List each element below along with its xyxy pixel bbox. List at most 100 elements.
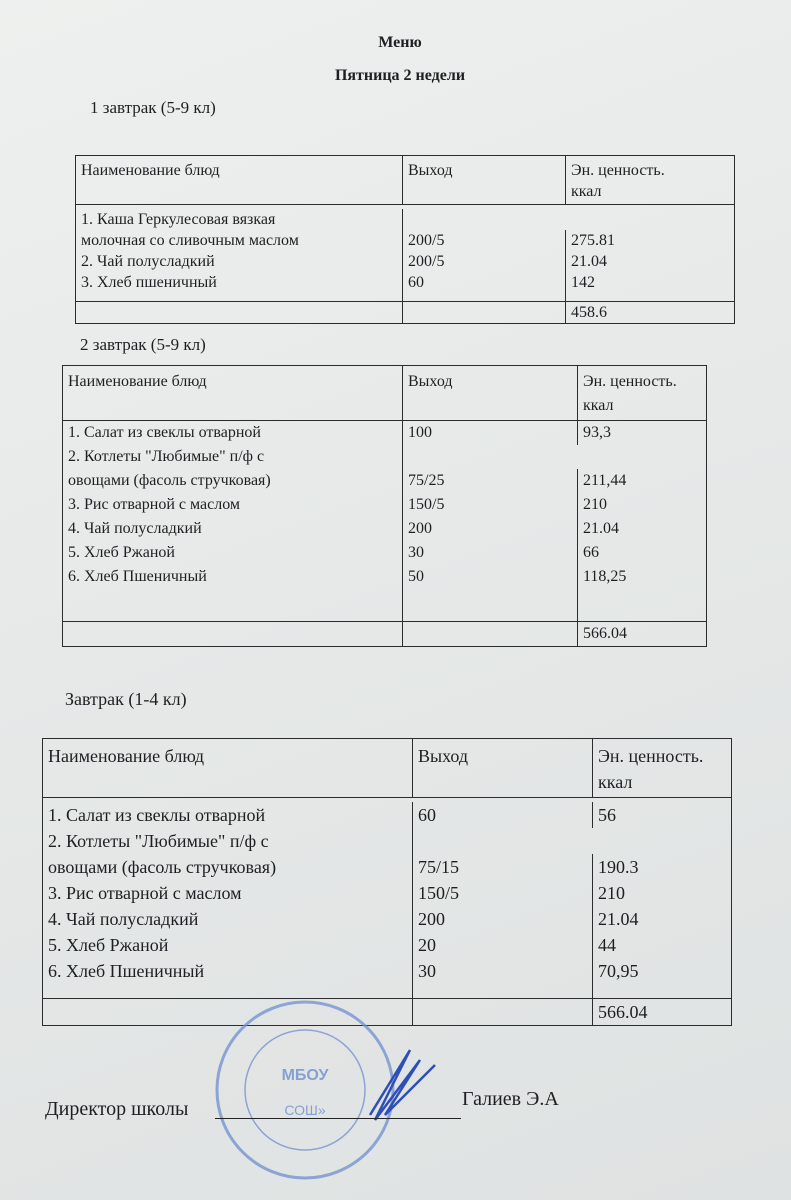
- dish-output: 60: [413, 802, 593, 828]
- table-row: 4. Чай полусладкий 200 21.04: [63, 517, 706, 541]
- dish-name: 3. Рис отварной с маслом: [63, 493, 403, 517]
- table-header: Наименование блюд Выход Эн. ценность. ккал: [76, 156, 734, 205]
- total-kcal: 566.04: [583, 625, 627, 642]
- dish-name: 1. Каша Геркулесовая вязкая молочная со …: [76, 209, 403, 251]
- table-body: 1. Салат из свеклы отварной 100 93,3 2. Кот…: [63, 421, 706, 621]
- dish-kcal: 118,25: [583, 568, 627, 585]
- table-header: Наименование блюд Выход Эн. ценность. ккал: [63, 366, 706, 421]
- dish-kcal: 93,3: [583, 424, 611, 441]
- table-row: 1. Салат из свеклы отварной 100 93,3: [63, 421, 706, 445]
- table-body: 1. Каша Геркулесовая вязкая молочная со …: [76, 205, 734, 301]
- menu-table-1: Наименование блюд Выход Эн. ценность. ккал…: [75, 155, 735, 324]
- stamp-bottom-text: СОШ»: [284, 1102, 326, 1118]
- table-header: Наименование блюд Выход Эн. ценность. ккал: [43, 739, 731, 798]
- table-row: 1. Салат из свеклы отварной 60 56: [43, 802, 731, 828]
- dish-name: 2. Котлеты "Любимые" п/ф с овощами (фасо…: [63, 445, 403, 493]
- dish-name: 5. Хлеб Ржаной: [63, 541, 403, 565]
- dish-name: 1. Салат из свеклы отварной: [63, 421, 403, 445]
- total-row: 566.04: [63, 621, 706, 646]
- dish-output: 75/25: [403, 469, 578, 493]
- total-empty: [403, 622, 578, 646]
- column-header-kcal: Эн. ценность. ккал: [598, 746, 704, 792]
- dish-kcal: 21.04: [571, 253, 607, 270]
- dish-kcal: 44: [598, 935, 616, 955]
- director-signature: [368, 1049, 436, 1121]
- table-row: 3. Хлеб пшеничный 60 142: [76, 272, 734, 293]
- column-header-name: Наименование блюд: [43, 739, 413, 797]
- stamp-center-text: МБОУ: [282, 1067, 330, 1084]
- dish-output: 75/15: [413, 854, 593, 880]
- dish-kcal: 190.3: [598, 857, 639, 877]
- dish-kcal: 21.04: [583, 520, 619, 537]
- page-subtitle: Пятница 2 недели: [334, 67, 466, 84]
- dish-kcal: 142: [571, 274, 595, 291]
- column-header-kcal: Эн. ценность. ккал: [571, 162, 665, 200]
- dish-output: 200/5: [403, 251, 566, 272]
- dish-kcal: 21.04: [598, 909, 639, 929]
- table-filler: [63, 589, 706, 621]
- table-row: 2. Котлеты "Любимые" п/ф с овощами (фасо…: [63, 445, 706, 493]
- table-row: 3. Рис отварной с маслом 150/5 210: [63, 493, 706, 517]
- table-row: 5. Хлеб Ржаной 20 44: [43, 932, 731, 958]
- dish-name: 6. Хлеб Пшеничный: [63, 565, 403, 589]
- dish-output: 100: [403, 421, 578, 445]
- menu-table-3: Наименование блюд Выход Эн. ценность. ккал…: [42, 738, 732, 1026]
- table-row: 6. Хлеб Пшеничный 30 70,95: [43, 958, 731, 984]
- dish-output: 30: [403, 541, 578, 565]
- column-header-name: Наименование блюд: [76, 156, 403, 204]
- table-filler: [43, 984, 731, 998]
- dish-name: 3. Рис отварной с маслом: [43, 880, 413, 906]
- column-header-output: Выход: [403, 156, 566, 204]
- section-title-3: Завтрак (1-4 кл): [65, 689, 187, 709]
- dish-kcal: 56: [598, 805, 616, 825]
- dish-name: 4. Чай полусладкий: [43, 906, 413, 932]
- dish-output: 20: [413, 932, 593, 958]
- table-row: 2. Чай полусладкий 200/5 21.04: [76, 251, 734, 272]
- section-title-1: 1 завтрак (5-9 кл): [90, 98, 216, 117]
- table-row: 5. Хлеб Ржаной 30 66: [63, 541, 706, 565]
- signature-role: Директор школы: [45, 1098, 189, 1120]
- column-header-output: Выход: [403, 366, 578, 420]
- table-filler: [76, 293, 734, 301]
- dish-kcal: 210: [598, 883, 625, 903]
- total-empty: [403, 302, 566, 323]
- column-header-kcal: Эн. ценность. ккал: [583, 373, 677, 414]
- dish-output: 50: [403, 565, 578, 589]
- dish-kcal: 70,95: [598, 961, 639, 981]
- table-row: 2. Котлеты "Любимые" п/ф с овощами (фасо…: [43, 828, 731, 880]
- total-empty: [43, 999, 413, 1025]
- total-empty: [63, 622, 403, 646]
- column-header-output: Выход: [413, 739, 593, 797]
- dish-output: 200/5: [403, 230, 566, 251]
- total-kcal: 458.6: [571, 304, 607, 321]
- column-header-name: Наименование блюд: [63, 366, 403, 420]
- dish-output: 200: [413, 906, 593, 932]
- section-title-2: 2 завтрак (5-9 кл): [80, 335, 206, 354]
- dish-name: 1. Салат из свеклы отварной: [43, 802, 413, 828]
- dish-name: 4. Чай полусладкий: [63, 517, 403, 541]
- dish-kcal: 210: [583, 496, 607, 513]
- page-title: Меню: [378, 34, 422, 51]
- menu-table-2: Наименование блюд Выход Эн. ценность. ккал…: [62, 365, 707, 647]
- total-empty: [76, 302, 403, 323]
- dish-name: 5. Хлеб Ржаной: [43, 932, 413, 958]
- table-row: 4. Чай полусладкий 200 21.04: [43, 906, 731, 932]
- dish-name: 3. Хлеб пшеничный: [76, 272, 403, 293]
- school-stamp: МБОУ СОШ»: [215, 1000, 436, 1180]
- dish-name: 2. Чай полусладкий: [76, 251, 403, 272]
- dish-output: 200: [403, 517, 578, 541]
- dish-kcal: 275.81: [571, 232, 615, 249]
- dish-output: 150/5: [403, 493, 578, 517]
- total-empty: [413, 999, 593, 1025]
- table-body: 1. Салат из свеклы отварной 60 56 2. Котлет…: [43, 798, 731, 998]
- dish-kcal: 211,44: [583, 472, 627, 489]
- total-kcal: 566.04: [598, 1002, 648, 1022]
- dish-output: 60: [403, 272, 566, 293]
- dish-name: 6. Хлеб Пшеничный: [43, 958, 413, 984]
- total-row: 566.04: [43, 998, 731, 1025]
- table-row: 3. Рис отварной с маслом 150/5 210: [43, 880, 731, 906]
- signature-name: Галиев Э.А: [462, 1088, 559, 1110]
- table-row: 1. Каша Геркулесовая вязкая молочная со …: [76, 209, 734, 251]
- total-row: 458.6: [76, 301, 734, 323]
- dish-kcal: 66: [583, 544, 599, 561]
